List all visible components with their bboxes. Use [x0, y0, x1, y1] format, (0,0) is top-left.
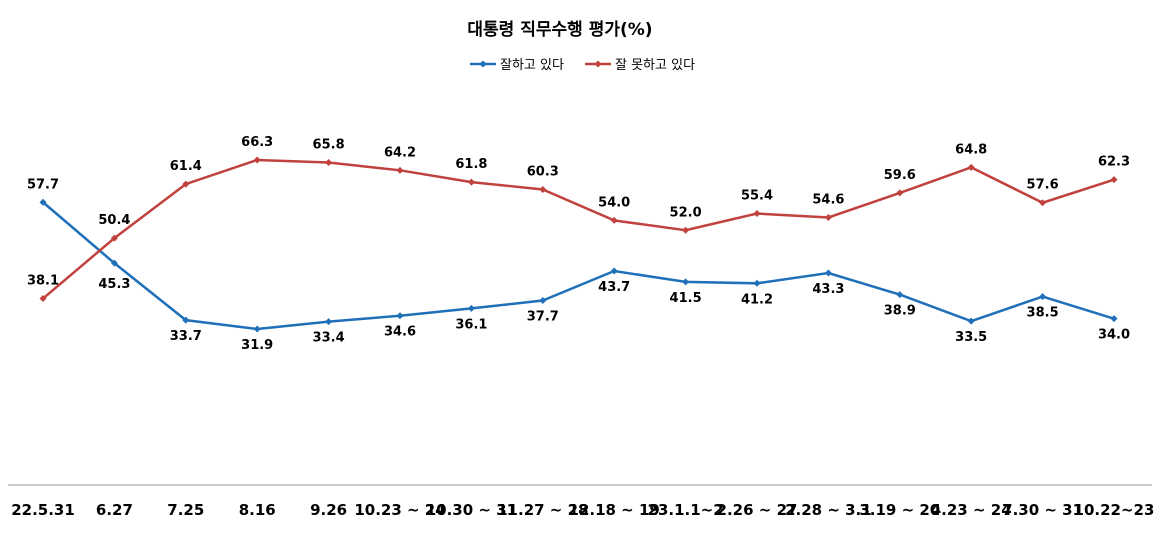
data-label: 43.3: [812, 282, 844, 297]
data-point: [1039, 199, 1047, 207]
data-point: [182, 180, 190, 188]
data-label: 38.1: [27, 274, 59, 289]
x-tick-label: 22.5.31: [11, 501, 75, 519]
data-point: [896, 291, 904, 299]
data-label: 43.7: [598, 280, 630, 295]
data-point: [896, 189, 904, 197]
chart-title: 대통령 직무수행 평가(%): [467, 19, 652, 40]
x-tick-label: 10.22~23: [1074, 501, 1155, 519]
data-label: 33.5: [955, 330, 987, 345]
data-point: [967, 163, 975, 171]
x-tick-label: 12.18 ~ 19: [569, 501, 660, 519]
data-point: [110, 234, 118, 242]
x-tick-label: 11.27 ~ 28: [497, 501, 588, 519]
data-label: 54.0: [598, 195, 630, 210]
data-label: 34.0: [1098, 328, 1130, 343]
data-label: 38.9: [884, 304, 916, 319]
data-label: 41.2: [741, 292, 773, 307]
data-label: 55.4: [741, 189, 773, 204]
data-label: 59.6: [884, 168, 916, 183]
data-point: [467, 178, 475, 186]
data-label: 52.0: [670, 205, 702, 220]
x-tick-label: 8.16: [239, 501, 276, 519]
data-point: [682, 226, 690, 234]
x-tick-label: 7.25: [167, 501, 204, 519]
legend-label: 잘하고 있다: [500, 58, 564, 73]
data-point: [396, 166, 404, 174]
x-tick-label: 3.19 ~ 20: [859, 501, 940, 519]
data-point: [253, 156, 261, 164]
data-point: [39, 198, 47, 206]
data-point: [824, 269, 832, 277]
series-approve: 57.7 45.3 33.7 31.9 33.4 34.6 36.1 37.7 43.7 41.5…: [27, 177, 1130, 353]
data-label: 61.8: [455, 157, 487, 172]
data-point: [467, 304, 475, 312]
data-point: [325, 158, 333, 166]
x-tick-label: 10.30 ~ 31: [426, 501, 517, 519]
legend-swatch-marker: [594, 60, 602, 68]
data-label: 34.6: [384, 325, 416, 340]
data-point: [1039, 293, 1047, 301]
data-label: 45.3: [98, 277, 130, 292]
data-point: [396, 312, 404, 320]
data-label: 62.3: [1098, 155, 1130, 170]
data-label: 66.3: [241, 135, 273, 150]
plot-area: 57.7 45.3 33.7 31.9 33.4 34.6 36.1 37.7 43.7 41.5…: [27, 135, 1130, 353]
data-point: [824, 213, 832, 221]
data-point: [610, 267, 618, 275]
data-label: 64.2: [384, 145, 416, 160]
data-label: 61.4: [170, 159, 202, 174]
x-tick-label: 2.28 ~ 3.1: [785, 501, 872, 519]
x-tick-label: 9.26: [310, 501, 347, 519]
series-line-approve: [42, 201, 1115, 331]
data-label: 64.8: [955, 142, 987, 157]
x-tick-label: 23.1.1~2: [648, 501, 724, 519]
data-label: 57.6: [1027, 178, 1059, 193]
legend-swatch-marker: [479, 60, 487, 68]
data-label: 33.4: [313, 331, 345, 346]
data-point: [1110, 176, 1118, 184]
legend-label: 잘 못하고 있다: [615, 58, 695, 73]
data-label: 57.7: [27, 177, 59, 192]
data-label: 37.7: [527, 310, 559, 325]
series-line-disapprove: [42, 158, 1115, 300]
x-tick-label: 7.30 ~ 31: [1002, 501, 1083, 519]
data-point: [539, 185, 547, 193]
data-point: [539, 297, 547, 305]
data-point: [753, 279, 761, 287]
data-point: [682, 278, 690, 286]
x-tick-label: 6.27: [96, 501, 133, 519]
data-label: 33.7: [170, 329, 202, 344]
x-tick-label: 2.26 ~ 27: [717, 501, 798, 519]
x-tick-label: 4.23 ~ 24: [931, 501, 1012, 519]
data-label: 38.5: [1027, 306, 1059, 321]
data-point: [325, 318, 333, 326]
legend: 잘하고 있다 잘 못하고 있다: [470, 58, 695, 73]
data-label: 31.9: [241, 338, 273, 353]
data-label: 36.1: [455, 317, 487, 332]
data-point: [967, 317, 975, 325]
data-point: [182, 316, 190, 324]
data-point: [253, 325, 261, 333]
series-disapprove: 38.1 50.4 61.4 66.3 65.8 64.2 61.8 60.3 54.0 52.0…: [27, 135, 1130, 303]
data-label: 60.3: [527, 164, 559, 179]
data-point: [39, 295, 47, 303]
data-label: 65.8: [313, 137, 345, 152]
data-point: [753, 210, 761, 218]
data-point: [110, 259, 118, 267]
data-label: 54.6: [812, 192, 844, 207]
data-point: [1110, 315, 1118, 323]
data-label: 50.4: [98, 213, 130, 228]
x-tick-label: 10.23 ~ 24: [354, 501, 445, 519]
data-label: 41.5: [670, 291, 702, 306]
data-point: [610, 216, 618, 224]
